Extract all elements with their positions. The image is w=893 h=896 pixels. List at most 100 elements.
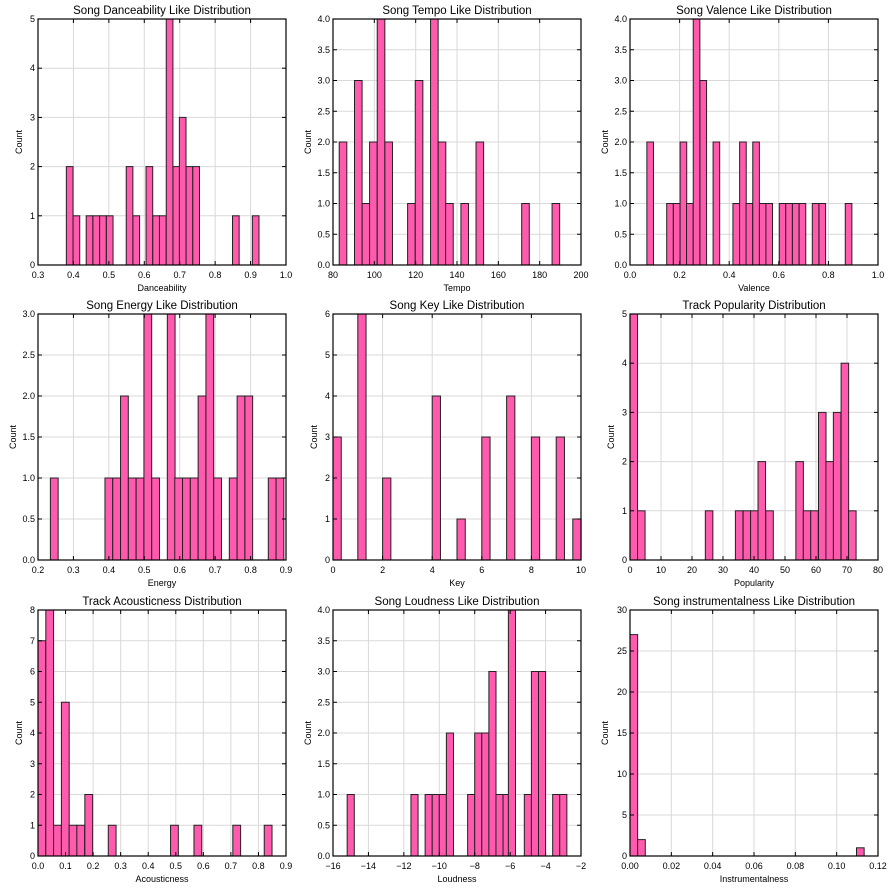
histogram-bar: [686, 203, 694, 266]
x-tick-label: 0.2: [87, 861, 100, 871]
chart-title: Song Loudness Like Distribution: [375, 596, 540, 608]
y-tick-label: 4.0: [317, 605, 330, 615]
histogram-bar: [438, 794, 447, 857]
histogram-bar: [105, 215, 114, 266]
histogram-bar: [213, 477, 222, 561]
histogram-bar: [758, 203, 767, 266]
y-tick-label: 2: [30, 162, 35, 172]
histogram-bar: [132, 215, 141, 266]
histogram-bar: [145, 166, 154, 266]
y-tick-label: 1: [622, 506, 627, 516]
histogram-bar: [559, 794, 568, 857]
histogram-bar: [424, 794, 433, 857]
y-tick-label: 3: [30, 759, 35, 769]
y-tick-label: 1.5: [22, 432, 35, 442]
y-tick-label: 2.0: [22, 391, 35, 401]
x-tick-label: 6: [479, 565, 484, 575]
y-tick-label: 3: [622, 407, 627, 417]
histogram-bar: [346, 794, 355, 857]
histogram-bar: [445, 732, 454, 857]
y-tick-label: 1.0: [22, 473, 35, 483]
y-axis-label: Count: [14, 130, 24, 155]
y-tick-label: 3.5: [317, 636, 330, 646]
x-tick-label: 0.8: [822, 270, 835, 280]
y-tick-label: 4: [30, 63, 35, 73]
histogram-bar: [76, 824, 86, 857]
y-tick-label: 1: [325, 514, 330, 524]
x-tick-label: 0.4: [142, 861, 155, 871]
y-tick-label: 2.5: [22, 350, 35, 360]
x-axis-label: Key: [449, 578, 465, 588]
histogram-bar: [92, 215, 101, 266]
chart-title: Track Acousticness Distribution: [82, 596, 241, 608]
x-axis-label: Energy: [148, 578, 177, 588]
histogram-bar: [165, 18, 174, 266]
x-tick-label: 80: [873, 565, 883, 575]
y-tick-label: 3.0: [317, 76, 330, 86]
x-tick-label: 4: [430, 565, 435, 575]
histogram-bar: [732, 203, 741, 266]
y-tick-label: 2.0: [614, 137, 627, 147]
histogram-bar: [251, 215, 260, 266]
x-tick-label: −2: [576, 861, 586, 871]
x-tick-label: 8: [529, 565, 534, 575]
histogram-bar: [530, 671, 540, 857]
y-axis-label: Count: [303, 130, 313, 155]
histogram-bar: [369, 141, 378, 266]
y-tick-label: 2.5: [317, 697, 330, 707]
histogram-bar: [757, 461, 767, 561]
y-tick-label: 3.5: [317, 45, 330, 55]
y-tick-label: 3.5: [614, 45, 627, 55]
histogram-bar: [506, 395, 516, 561]
y-tick-label: 8: [30, 605, 35, 615]
chart-panel-7: 0.0 0.1 0.2 0.3 0.4 0.5 0.6 0.7 0.8 0.9 0 1 2 3 4 5 6 7 8 T…: [14, 596, 292, 884]
histogram-bar: [332, 436, 342, 561]
y-tick-label: 0: [622, 555, 627, 565]
histogram-bar: [431, 794, 440, 857]
histogram-bar: [384, 141, 393, 266]
histogram-bar: [361, 203, 371, 266]
y-tick-label: 5: [622, 309, 627, 319]
x-tick-label: 0.02: [663, 861, 681, 871]
x-tick-label: 0.8: [252, 861, 265, 871]
x-tick-label: 0.0: [32, 861, 45, 871]
x-tick-label: 0.7: [209, 565, 222, 575]
chart-panel-1: 0.3 0.4 0.5 0.6 0.7 0.8 0.9 1.0 0 1 2 3 4 5 Song Dance…: [14, 5, 292, 293]
histogram-bar: [49, 477, 59, 561]
histogram-bar: [481, 732, 490, 857]
x-tick-label: 0.5: [170, 861, 183, 871]
x-axis-label: Loudness: [437, 874, 477, 884]
y-axis-label: Count: [303, 721, 313, 746]
histogram-bar: [765, 510, 774, 561]
histogram-bar: [37, 640, 47, 857]
y-tick-label: 6: [30, 667, 35, 677]
histogram-bar: [765, 203, 774, 266]
histogram-bar: [811, 203, 820, 266]
x-tick-label: 0.1: [59, 861, 72, 871]
y-tick-label: 3.0: [614, 76, 627, 86]
histogram-bar: [460, 203, 470, 266]
x-tick-label: 20: [687, 565, 697, 575]
histogram-bar: [174, 477, 184, 561]
histogram-bar: [629, 634, 639, 857]
histogram-bar: [68, 824, 78, 857]
chart-panel-8: −16 −14 −12 −10 −8 −6 −4 −2 0.0 0.5 1.0 1.5 2.0 2.5 3.…: [303, 596, 586, 884]
histogram-bar: [507, 609, 516, 857]
histogram-bar: [53, 824, 62, 857]
histogram-bar: [488, 671, 497, 857]
y-tick-label: 3.0: [317, 667, 330, 677]
histogram-bar: [65, 166, 74, 266]
histogram-bar: [127, 477, 137, 561]
x-axis-label: Tempo: [443, 283, 470, 293]
histogram-bar: [817, 411, 827, 561]
x-tick-label: 180: [532, 270, 547, 280]
histogram-bar: [410, 794, 419, 857]
histogram-bar: [205, 313, 215, 561]
x-tick-label: 0.6: [197, 861, 210, 871]
histogram-bar: [152, 215, 160, 266]
y-tick-label: 3.0: [22, 309, 35, 319]
y-tick-label: 3: [325, 432, 330, 442]
x-tick-label: 0.2: [32, 565, 45, 575]
x-tick-label: 0.4: [67, 270, 80, 280]
chart-panel-5: 0 2 4 6 8 10 0 1 2 3 4 5 6 Song Key Like Distribution…: [309, 300, 586, 588]
